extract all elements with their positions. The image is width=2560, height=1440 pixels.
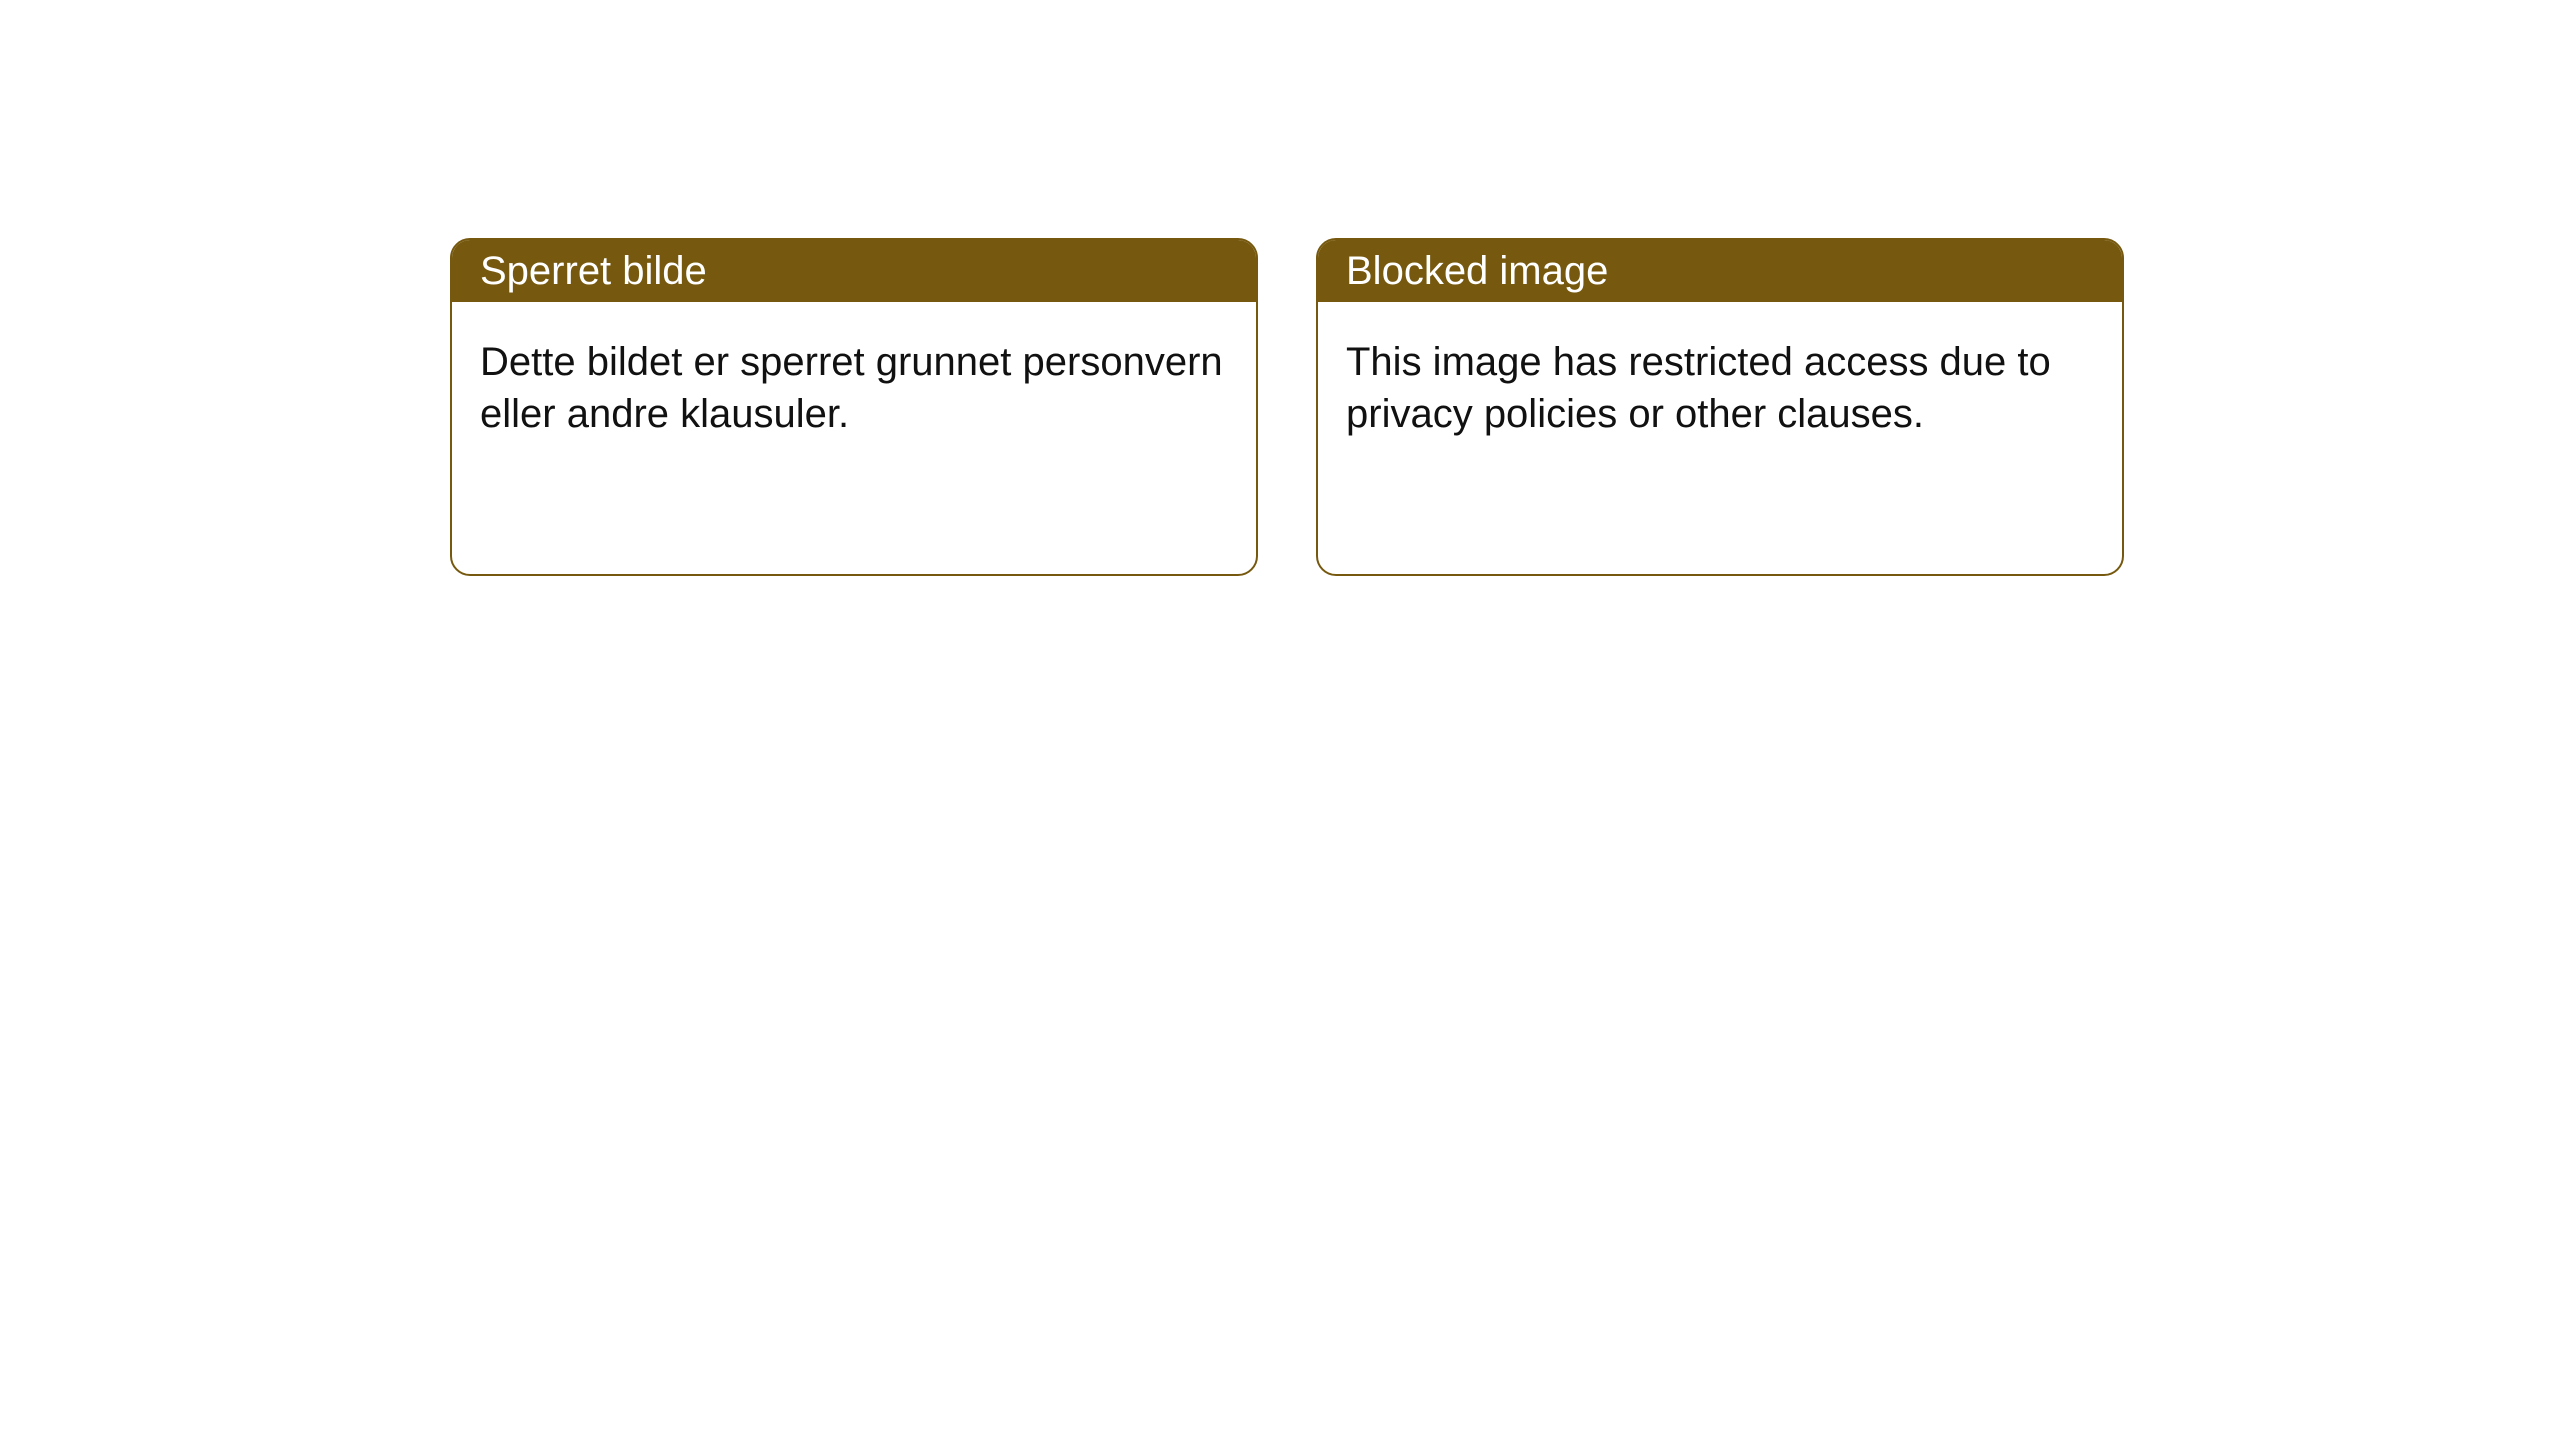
card-header-en: Blocked image: [1318, 240, 2122, 302]
card-body-en: This image has restricted access due to …: [1318, 302, 2122, 474]
blocked-image-card-no: Sperret bilde Dette bildet er sperret gr…: [450, 238, 1258, 576]
card-body-no: Dette bildet er sperret grunnet personve…: [452, 302, 1256, 474]
card-header-no: Sperret bilde: [452, 240, 1256, 302]
blocked-image-card-en: Blocked image This image has restricted …: [1316, 238, 2124, 576]
notice-container: Sperret bilde Dette bildet er sperret gr…: [0, 0, 2560, 576]
